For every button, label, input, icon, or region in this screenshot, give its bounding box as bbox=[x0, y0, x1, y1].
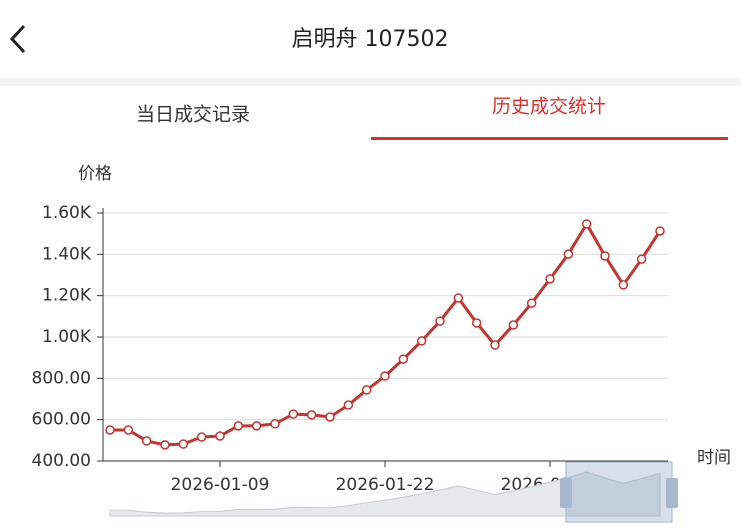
price-point bbox=[563, 249, 574, 259]
divider bbox=[0, 78, 741, 86]
price-point bbox=[196, 432, 207, 442]
y-tick-label: 1.00K bbox=[42, 327, 92, 347]
price-point bbox=[178, 439, 189, 449]
price-point bbox=[123, 425, 134, 435]
price-point bbox=[471, 318, 482, 328]
zoom-window bbox=[565, 461, 673, 523]
price-point bbox=[581, 219, 592, 229]
price-point bbox=[288, 409, 299, 419]
tab[interactable]: 当日成交记录 bbox=[136, 104, 250, 126]
y-tick-label: 1.60K bbox=[42, 203, 92, 223]
price-point bbox=[233, 421, 244, 431]
price-point bbox=[508, 320, 519, 330]
x-tick-label: 2026-01-22 bbox=[336, 475, 435, 495]
price-point bbox=[398, 354, 409, 364]
price-point bbox=[435, 316, 445, 326]
price-point bbox=[215, 431, 225, 441]
price-point bbox=[655, 226, 665, 236]
price-point bbox=[545, 274, 555, 284]
x-tick-label: 2026-01-09 bbox=[171, 475, 270, 495]
price-point bbox=[526, 298, 537, 308]
y-tick-label: 600.00 bbox=[32, 410, 91, 430]
tab-active[interactable]: 历史成交统计 bbox=[492, 96, 606, 118]
back-button[interactable] bbox=[9, 24, 26, 54]
y-tick-label: 1.40K bbox=[42, 244, 92, 264]
price-point bbox=[636, 254, 647, 264]
zoom-handle[interactable] bbox=[560, 478, 572, 508]
price-point bbox=[343, 400, 354, 410]
price-point bbox=[453, 293, 464, 303]
price-point bbox=[600, 251, 610, 261]
price-point bbox=[160, 440, 170, 450]
price-point bbox=[105, 425, 115, 435]
price-point bbox=[251, 421, 262, 431]
tab-underline bbox=[371, 137, 728, 140]
price-point bbox=[270, 419, 280, 429]
y-tick-label: 800.00 bbox=[32, 368, 91, 388]
page-title: 启明舟 107502 bbox=[292, 27, 449, 52]
price-point bbox=[380, 371, 390, 381]
price-point bbox=[361, 385, 372, 395]
price-point bbox=[416, 336, 427, 346]
price-line bbox=[110, 221, 662, 447]
x-axis-label: 时间 bbox=[697, 448, 731, 468]
price-point bbox=[306, 410, 317, 420]
y-axis-label: 价格 bbox=[78, 164, 112, 184]
price-point bbox=[490, 340, 500, 350]
y-tick-label: 1.20K bbox=[42, 286, 92, 306]
price-point bbox=[325, 412, 335, 422]
zoom-handle[interactable] bbox=[666, 478, 678, 508]
y-tick-label: 400.00 bbox=[32, 451, 91, 471]
price-point bbox=[618, 280, 629, 290]
header-bar bbox=[0, 0, 741, 78]
zoom-area bbox=[109, 471, 661, 517]
price-point bbox=[141, 436, 152, 446]
